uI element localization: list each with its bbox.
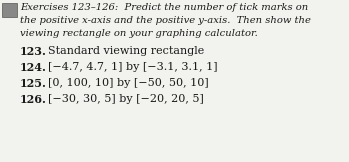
Text: [−4.7, 4.7, 1] by [−3.1, 3.1, 1]: [−4.7, 4.7, 1] by [−3.1, 3.1, 1] xyxy=(48,62,218,72)
Text: 125.: 125. xyxy=(20,78,47,89)
FancyBboxPatch shape xyxy=(2,3,17,17)
Text: Exercises 123–126:  Predict the number of tick marks on: Exercises 123–126: Predict the number of… xyxy=(20,3,308,12)
Text: [−30, 30, 5] by [−20, 20, 5]: [−30, 30, 5] by [−20, 20, 5] xyxy=(48,94,204,104)
Text: 124.: 124. xyxy=(20,62,47,73)
Text: 123.: 123. xyxy=(20,46,47,57)
Text: 126.: 126. xyxy=(20,94,47,105)
Text: the positive x-axis and the positive y-axis.  Then show the: the positive x-axis and the positive y-a… xyxy=(20,16,311,25)
Text: viewing rectangle on your graphing calculator.: viewing rectangle on your graphing calcu… xyxy=(20,29,258,38)
Text: [0, 100, 10] by [−50, 50, 10]: [0, 100, 10] by [−50, 50, 10] xyxy=(48,78,209,88)
Text: Standard viewing rectangle: Standard viewing rectangle xyxy=(48,46,204,56)
